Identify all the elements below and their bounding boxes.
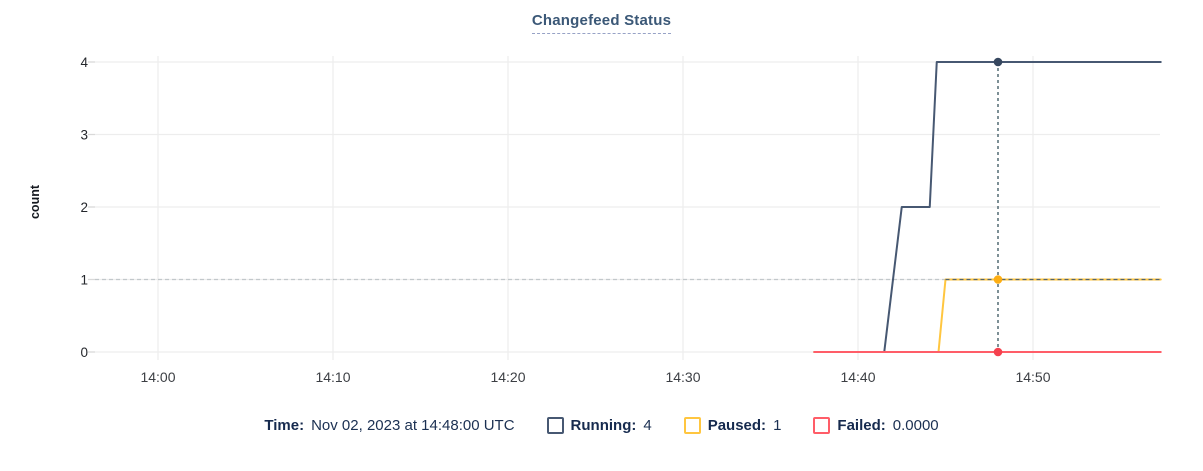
legend-time-value: Nov 02, 2023 at 14:48:00 UTC (311, 417, 515, 434)
chart-title-row: Changefeed Status (0, 12, 1203, 34)
x-tick-label: 14:30 (665, 369, 700, 385)
chart-canvas[interactable]: 0 1 2 3 4 14:00 14:10 14:20 14:30 14:40 14:50 (0, 0, 1203, 410)
legend-paused-label: Paused: (707, 417, 767, 434)
legend-running-value: 4 (643, 417, 652, 434)
y-tick-label: 0 (80, 345, 88, 360)
y-tick-label: 1 (80, 273, 88, 288)
failed-swatch-icon (813, 417, 831, 434)
legend-failed-label: Failed: (837, 417, 886, 434)
x-tick-label: 14:20 (490, 369, 525, 385)
y-tick-label: 4 (80, 55, 88, 70)
x-tick-label: 14:50 (1015, 369, 1050, 385)
hover-dot-running[interactable] (993, 57, 1003, 67)
legend-time-label: Time: (264, 417, 305, 434)
legend-time: Time: Nov 02, 2023 at 14:48:00 UTC (264, 417, 514, 434)
chart-title[interactable]: Changefeed Status (531, 12, 672, 34)
legend-row: Time: Nov 02, 2023 at 14:48:00 UTC Runni… (0, 417, 1203, 434)
series-line-paused (813, 278, 1162, 353)
hover-dot-paused[interactable] (993, 275, 1003, 284)
legend-failed-value: 0.0000 (892, 417, 939, 434)
y-tick-label: 3 (80, 128, 88, 143)
paused-swatch-icon (683, 417, 701, 434)
hover-dot-failed[interactable] (993, 347, 1003, 357)
legend-running-label: Running: (570, 417, 637, 434)
x-tick-label: 14:40 (840, 369, 875, 385)
x-tick-label: 14:10 (315, 369, 350, 385)
y-tick-label: 2 (80, 200, 88, 215)
legend-paused-value: 1 (773, 417, 782, 434)
legend-item-failed: Failed: 0.0000 (813, 417, 939, 434)
legend-item-paused: Paused: 1 (683, 417, 782, 434)
x-tick-label: 14:00 (140, 369, 175, 385)
running-swatch-icon (546, 417, 564, 434)
legend-item-running: Running: 4 (546, 417, 652, 434)
